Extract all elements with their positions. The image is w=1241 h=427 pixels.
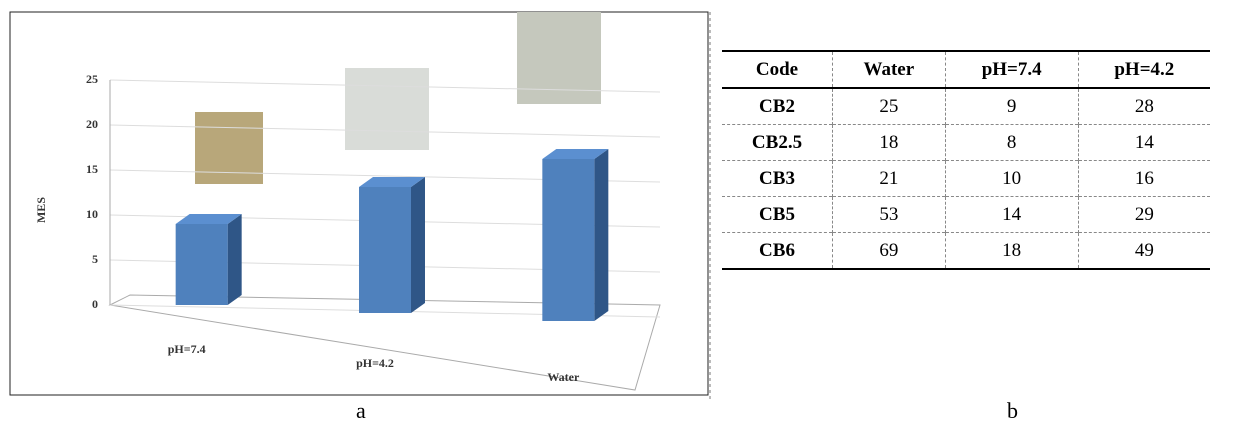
table-cell: 18 xyxy=(832,124,946,161)
floor xyxy=(108,294,661,391)
bar xyxy=(175,224,228,305)
table-row: CB6 69 18 49 xyxy=(722,232,1210,270)
x-tick-label: pH=4.2 xyxy=(356,356,394,370)
table-row: CB2 25 9 28 xyxy=(722,87,1210,125)
panel-frame xyxy=(9,11,709,396)
table-cell: 69 xyxy=(832,232,946,270)
table-cell: 29 xyxy=(1077,196,1210,233)
header-cell: Water xyxy=(832,50,946,89)
photo xyxy=(345,68,429,150)
table-cell: 14 xyxy=(1077,124,1210,161)
y-tick-label: 5 xyxy=(92,252,98,266)
x-tick-label: pH=7.4 xyxy=(168,342,206,356)
table-cell: CB2 xyxy=(722,87,833,125)
y-tick-label: 10 xyxy=(86,207,98,221)
y-tick-label: 20 xyxy=(86,117,98,131)
table-cell: 10 xyxy=(944,160,1079,197)
table-cell: CB2.5 xyxy=(722,124,833,161)
header-cell: pH=7.4 xyxy=(944,50,1079,89)
header-cell: Code xyxy=(722,50,833,89)
table-cell: 18 xyxy=(944,232,1079,270)
table-cell: CB6 xyxy=(722,232,833,270)
bar-top xyxy=(359,177,425,187)
table-cell: 49 xyxy=(1077,232,1210,270)
grid-line xyxy=(109,79,661,93)
table-cell: CB3 xyxy=(722,160,833,197)
data-table: Code Water pH=7.4 pH=4.2 CB2 25 9 28 CB2.5 18 8 14 C… xyxy=(722,50,1210,270)
table-cell: 16 xyxy=(1077,160,1210,197)
grid-line xyxy=(109,124,661,138)
table-cell: CB5 xyxy=(722,196,833,233)
table-cell: 14 xyxy=(944,196,1079,233)
y-tick-label: 15 xyxy=(86,162,98,176)
table-cell: 53 xyxy=(832,196,946,233)
table-row: CB5 53 14 29 xyxy=(722,196,1210,233)
table-cell: 9 xyxy=(944,87,1079,125)
y-tick-label: 25 xyxy=(86,72,98,86)
caption: a xyxy=(356,398,366,423)
table-row: CB2.5 18 8 14 xyxy=(722,124,1210,161)
header-row: Code Water pH=7.4 pH=4.2 xyxy=(722,50,1210,89)
table-row: CB3 21 10 16 xyxy=(722,160,1210,197)
header-cell: pH=4.2 xyxy=(1077,50,1210,89)
bar-side xyxy=(594,149,609,321)
table-cell: 28 xyxy=(1077,87,1210,125)
table-cell: 21 xyxy=(832,160,946,197)
bar xyxy=(359,187,411,313)
caption: b xyxy=(1007,398,1018,423)
bar-side xyxy=(411,177,425,313)
y-tick-label: 0 xyxy=(92,297,98,311)
bar-top xyxy=(175,214,242,224)
bar xyxy=(542,159,595,321)
x-tick-label: Water xyxy=(547,370,580,384)
table-cell: 25 xyxy=(832,87,946,125)
y-axis-label: MES xyxy=(34,197,48,223)
table-cell: 8 xyxy=(944,124,1079,161)
photo xyxy=(517,12,601,104)
bar-side xyxy=(227,214,242,305)
bar-top xyxy=(542,149,609,159)
figure: MES 0 5 10 15 20 25 pH=7.4 pH=4.2 Water xyxy=(9,11,711,400)
